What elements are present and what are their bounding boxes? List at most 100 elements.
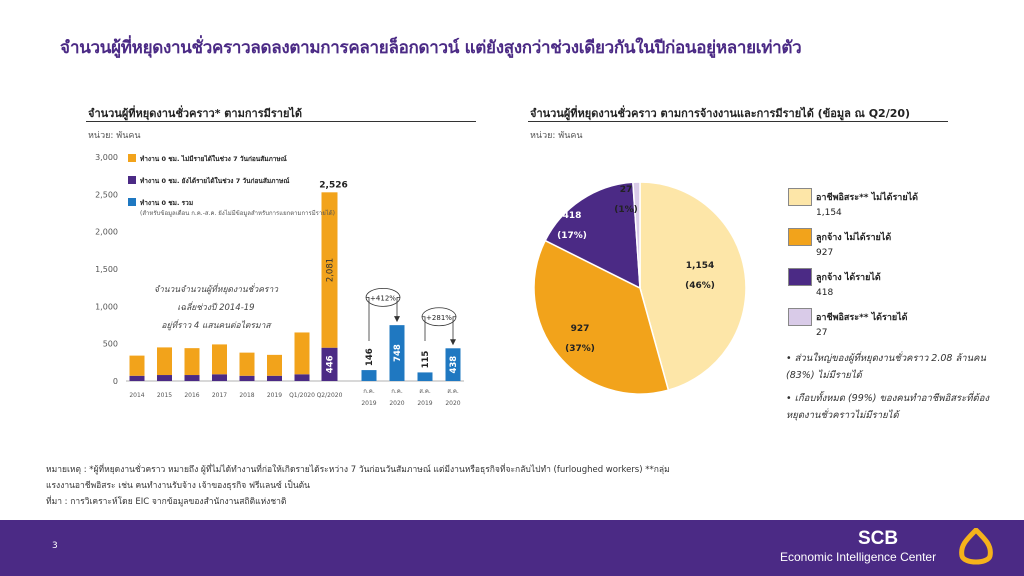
y-tick-label: 500 xyxy=(103,340,118,349)
legend-swatch xyxy=(788,308,812,326)
insight-text: ส่วนใหญ่ของผู้ที่หยุดงานชั่วคราว 2.08 ล้… xyxy=(786,353,986,381)
insight-bullet-1: • ส่วนใหญ่ของผู้ที่หยุดงานชั่วคราว 2.08 … xyxy=(786,353,986,381)
bar-segment-no-income xyxy=(239,352,255,376)
growth-aug-arrow xyxy=(452,316,456,343)
data-label-no-income: 2,081 xyxy=(326,258,336,282)
pie-slice xyxy=(533,239,670,395)
pie-slice xyxy=(639,181,747,392)
pie-percent-label: (37%) xyxy=(565,344,595,354)
bar-segment-no-income xyxy=(267,354,282,376)
pie-percent-label: (17%) xyxy=(557,231,587,241)
legend-label: อาชีพอิสระ** ไม่ได้รายได้ xyxy=(816,193,918,203)
pie-percent-label: (46%) xyxy=(685,281,715,291)
brand-subtitle: Economic Intelligence Center xyxy=(780,550,937,564)
x-tick-label: 2015 xyxy=(157,392,172,399)
pie-chart: 1,154 (46%) 927 (37%) 418 (17%) 27 (1%) xyxy=(533,181,747,395)
bar-chart-unit: หน่วย: พันคน xyxy=(88,131,141,141)
growth-jul-arrow xyxy=(396,296,400,320)
data-label-monthly: 146 xyxy=(365,348,375,366)
x-tick-label: ส.ค. xyxy=(419,388,431,395)
bar-monthly-total xyxy=(417,372,433,381)
insight-text: เกือบทั้งหมด (99%) ของคนทำอาชีพอิสระที่ต… xyxy=(786,393,990,421)
bar-chart-title-rule xyxy=(86,121,476,122)
page-number: 3 xyxy=(52,541,58,551)
bar-segment-no-income xyxy=(157,347,172,376)
legend-label: อาชีพอิสระ** ได้รายได้ xyxy=(816,313,908,323)
x-tick-label: 2019 xyxy=(417,400,432,407)
bar-monthly-total xyxy=(389,325,405,381)
bar-segment-no-income xyxy=(212,344,227,375)
legend-note-total: (สำหรับข้อมูลเดือน ก.ค.-ส.ค. ยังไม่มีข้อ… xyxy=(140,209,335,217)
bar-segment-no-income xyxy=(184,348,200,376)
footnote-line-1: หมายเหตุ : *ผู้ที่หยุดงานชั่วคราว หมายถึ… xyxy=(46,465,670,475)
pie-chart-title: จำนวนผู้ที่หยุดงานชั่วคราว ตามการจ้างงาน… xyxy=(530,107,911,120)
data-label-with-income: 446 xyxy=(326,355,336,373)
x-tick-label: ส.ค. xyxy=(447,388,459,395)
insight-bullet-2: • เกือบทั้งหมด (99%) ของคนทำอาชีพอิสระที… xyxy=(786,393,990,421)
bar-monthly-total xyxy=(361,370,377,381)
data-label-monthly: 115 xyxy=(421,351,431,369)
annotation-line-3: อยู่ที่ราว 4 แสนคนต่อไตรมาส xyxy=(161,319,272,331)
bar-segment-with-income xyxy=(129,375,145,381)
x-tick-label: 2018 xyxy=(239,392,254,399)
bar-segment-with-income xyxy=(321,347,338,381)
legend-swatch xyxy=(788,188,812,206)
legend-swatch xyxy=(788,228,812,246)
x-tick-label: 2014 xyxy=(129,392,144,399)
y-tick-label: 2,000 xyxy=(95,228,118,237)
pie-slice xyxy=(632,181,641,289)
bar-chart-title: จำนวนผู้ที่หยุดงานชั่วคราว* ตามการมีรายไ… xyxy=(88,107,303,120)
legend-value: 1,154 xyxy=(816,208,842,218)
pie-value-label: 1,154 xyxy=(686,261,714,271)
x-tick-label: ก.ค. xyxy=(363,388,375,395)
growth-jul-arrowhead xyxy=(394,316,400,323)
annotation-line-1: จำนวนจำนวนผู้ที่หยุดงานชั่วคราว xyxy=(154,283,279,295)
data-label-monthly: 438 xyxy=(449,356,459,374)
pie-chart-title-rule xyxy=(528,121,948,122)
source-line: ที่มา : การวิเคราะห์โดย EIC จากข้อมูลของ… xyxy=(46,497,287,507)
annotation-line-2: เฉลี่ยช่วงปี 2014-19 xyxy=(177,301,254,313)
footnote-line-2: แรงงานอาชีพอิสระ เช่น คนทำงานรับจ้าง เจ้… xyxy=(46,481,310,491)
legend-label: ลูกจ้าง ไม่ได้รายได้ xyxy=(816,233,892,243)
growth-jul-label: +412% xyxy=(370,294,396,302)
growth-aug-arrowhead xyxy=(450,339,456,346)
pie-chart-unit: หน่วย: พันคน xyxy=(530,131,583,141)
legend-label-with-income: ทำงาน 0 ชม. ยังได้รายได้ในช่วง 7 วันก่อน… xyxy=(140,176,289,185)
pie-value-label: 27 xyxy=(620,185,633,195)
bar-segment-with-income xyxy=(157,375,172,381)
average-annotation: จำนวนจำนวนผู้ที่หยุดงานชั่วคราว เฉลี่ยช่… xyxy=(154,283,279,331)
pie-slice xyxy=(544,181,641,290)
growth-jul-connector xyxy=(366,296,370,342)
legend-label-total: ทำงาน 0 ชม. รวม xyxy=(140,199,193,207)
legend-label: ลูกจ้าง ได้รายได้ xyxy=(816,273,881,283)
bar-segment-with-income xyxy=(294,374,310,381)
pie-value-label: 418 xyxy=(563,211,582,221)
x-tick-label: Q2/2020 xyxy=(317,392,343,399)
page-title: จำนวนผู้ที่หยุดงานชั่วคราวลดลงตามการคลาย… xyxy=(60,38,802,58)
legend-label-no-income: ทำงาน 0 ชม. ไม่มีรายได้ในช่วง 7 วันก่อนส… xyxy=(140,154,287,163)
x-tick-label: 2017 xyxy=(212,392,227,399)
growth-aug-label: +281% xyxy=(426,314,452,322)
legend-swatch-with-income xyxy=(128,176,136,184)
legend-swatch xyxy=(788,268,812,286)
bar-segment-with-income xyxy=(267,375,282,381)
y-tick-label: 1,500 xyxy=(95,265,118,274)
footnotes: หมายเหตุ : *ผู้ที่หยุดงานชั่วคราว หมายถึ… xyxy=(46,462,786,510)
x-tick-label: 2020 xyxy=(445,400,460,407)
bar-segment-with-income xyxy=(184,375,200,381)
bar-segment-no-income xyxy=(294,332,310,375)
pie-percent-label: (1%) xyxy=(614,205,638,215)
bar-chart-legend: ทำงาน 0 ชม. ไม่มีรายได้ในช่วง 7 วันก่อนส… xyxy=(128,154,335,217)
y-tick-label: 2,500 xyxy=(95,190,118,199)
scb-logo-icon xyxy=(959,528,993,565)
x-tick-label: 2020 xyxy=(389,400,404,407)
bar-segment-no-income xyxy=(321,192,338,348)
bar-segment-no-income xyxy=(129,355,145,376)
legend-swatch-no-income xyxy=(128,154,136,162)
data-label-total: 2,526 xyxy=(319,180,347,190)
x-tick-label: Q1/2020 xyxy=(289,392,315,399)
y-tick-label: 0 xyxy=(113,377,118,386)
pie-value-label: 927 xyxy=(571,324,590,334)
y-tick-label: 3,000 xyxy=(95,153,118,162)
x-tick-label: ก.ค. xyxy=(391,388,403,395)
